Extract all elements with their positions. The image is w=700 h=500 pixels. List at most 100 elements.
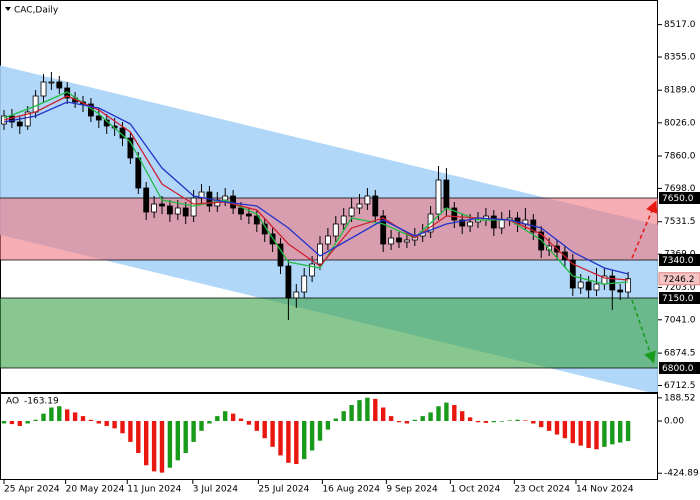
candle-body [238, 207, 244, 215]
level-box [659, 362, 700, 374]
candle-body [617, 289, 624, 293]
candle-body [293, 291, 300, 299]
ao-bar [128, 421, 133, 442]
candle-body [577, 281, 584, 289]
x-tick-label: 25 Apr 2024 [4, 485, 60, 495]
ao-bar [388, 416, 394, 422]
candle-body [625, 278, 631, 293]
ao-bar [420, 416, 425, 422]
title-icon [5, 7, 11, 11]
y-tick-label: 8189.0 [664, 86, 696, 96]
ao-bar [349, 405, 354, 422]
ao-bar [207, 421, 212, 424]
y-tick-label: 8026.0 [664, 118, 696, 128]
candle-body [380, 215, 387, 245]
ao-bar [112, 421, 117, 429]
ao-bar [104, 421, 109, 426]
x-tick-label: 20 May 2024 [66, 485, 125, 495]
candle-body [443, 179, 450, 209]
ao-bar [33, 419, 38, 422]
moving-average [3, 101, 629, 275]
candle-body [24, 111, 31, 127]
candle-body [127, 137, 134, 159]
main-panel [0, 65, 658, 392]
level-box [659, 192, 700, 204]
ao-bar [452, 405, 457, 422]
ao-bar [175, 421, 180, 461]
ao-bar [151, 421, 157, 472]
ao-bar [333, 418, 338, 422]
ao-bar [539, 421, 544, 428]
ao-tick-label: 0.00 [664, 417, 684, 427]
candle-body [16, 121, 23, 127]
ao-bar [602, 421, 607, 447]
x-tick-label: 11 Jun 2024 [127, 485, 181, 495]
ao-bar [183, 421, 188, 453]
ao-bar [41, 413, 46, 422]
ao-bar [381, 407, 386, 422]
y-tick-label: 6874.5 [664, 349, 696, 359]
candle-body [301, 275, 308, 293]
ao-bar [17, 421, 22, 426]
ao-panel [1, 397, 631, 473]
ao-bar [531, 421, 536, 424]
candle-body [348, 207, 355, 217]
ao-bar [25, 421, 30, 424]
ao-bar [507, 420, 512, 422]
ao-name: AO [6, 397, 19, 407]
candle-body [159, 203, 165, 207]
ao-bar [491, 421, 496, 423]
candle-body [356, 203, 363, 209]
moving-average [3, 95, 629, 281]
ao-frame [0, 393, 658, 480]
ao-bar [57, 406, 62, 422]
ao-bar [570, 421, 575, 444]
ao-bar [578, 421, 583, 446]
candle-body [451, 207, 458, 221]
ao-bar [96, 421, 101, 424]
candle-body [585, 281, 592, 291]
ao-tick-label: 188.52 [664, 393, 696, 403]
candle-body [166, 205, 173, 215]
candle-body [95, 115, 102, 121]
ao-bar [625, 421, 631, 442]
candle-body [56, 81, 63, 89]
level-label: 7650.0 [662, 194, 694, 204]
candle-body [340, 215, 347, 225]
ao-bar [167, 421, 173, 468]
ao-bar [428, 412, 433, 422]
x-tick-label: 1 Oct 2024 [450, 485, 500, 495]
ao-bar [475, 421, 481, 423]
y-tick-label: 7531.5 [664, 217, 696, 227]
ao-bar [49, 407, 54, 422]
candle-body [309, 263, 316, 277]
candle-body [498, 219, 505, 229]
x-tick-label: 14 Nov 2024 [576, 485, 634, 495]
ao-bar [404, 421, 410, 424]
ao-bar [9, 421, 15, 425]
level-box [659, 292, 700, 304]
ao-bar [144, 421, 149, 466]
up-arrow [631, 200, 658, 259]
ao-bar [72, 412, 78, 422]
candle-body [230, 195, 237, 209]
x-tick-label: 16 Aug 2024 [322, 485, 380, 495]
level-label: 7340.0 [662, 256, 694, 266]
ao-bar [436, 406, 441, 422]
y-tick-label: 7041.0 [664, 315, 696, 325]
candle-body [32, 95, 39, 113]
ao-value: -163.19 [24, 397, 59, 407]
ao-bar [365, 397, 370, 422]
axes: 8517.0 8355.0 8189.0 8026.0 7860.0 7698.0 7531… [3, 20, 700, 495]
ao-bar [238, 418, 244, 422]
candle-body [435, 179, 442, 215]
x-tick-label: 9 Sep 2024 [386, 485, 438, 495]
ao-tick-label: -424.89 [664, 469, 699, 479]
ao-bar [278, 421, 283, 456]
ao-bar [594, 421, 599, 450]
level-label: 7150.0 [662, 294, 694, 304]
ao-bar [483, 421, 489, 423]
candle-body [182, 207, 189, 217]
candle-body [253, 215, 260, 225]
ao-bar [223, 411, 228, 422]
